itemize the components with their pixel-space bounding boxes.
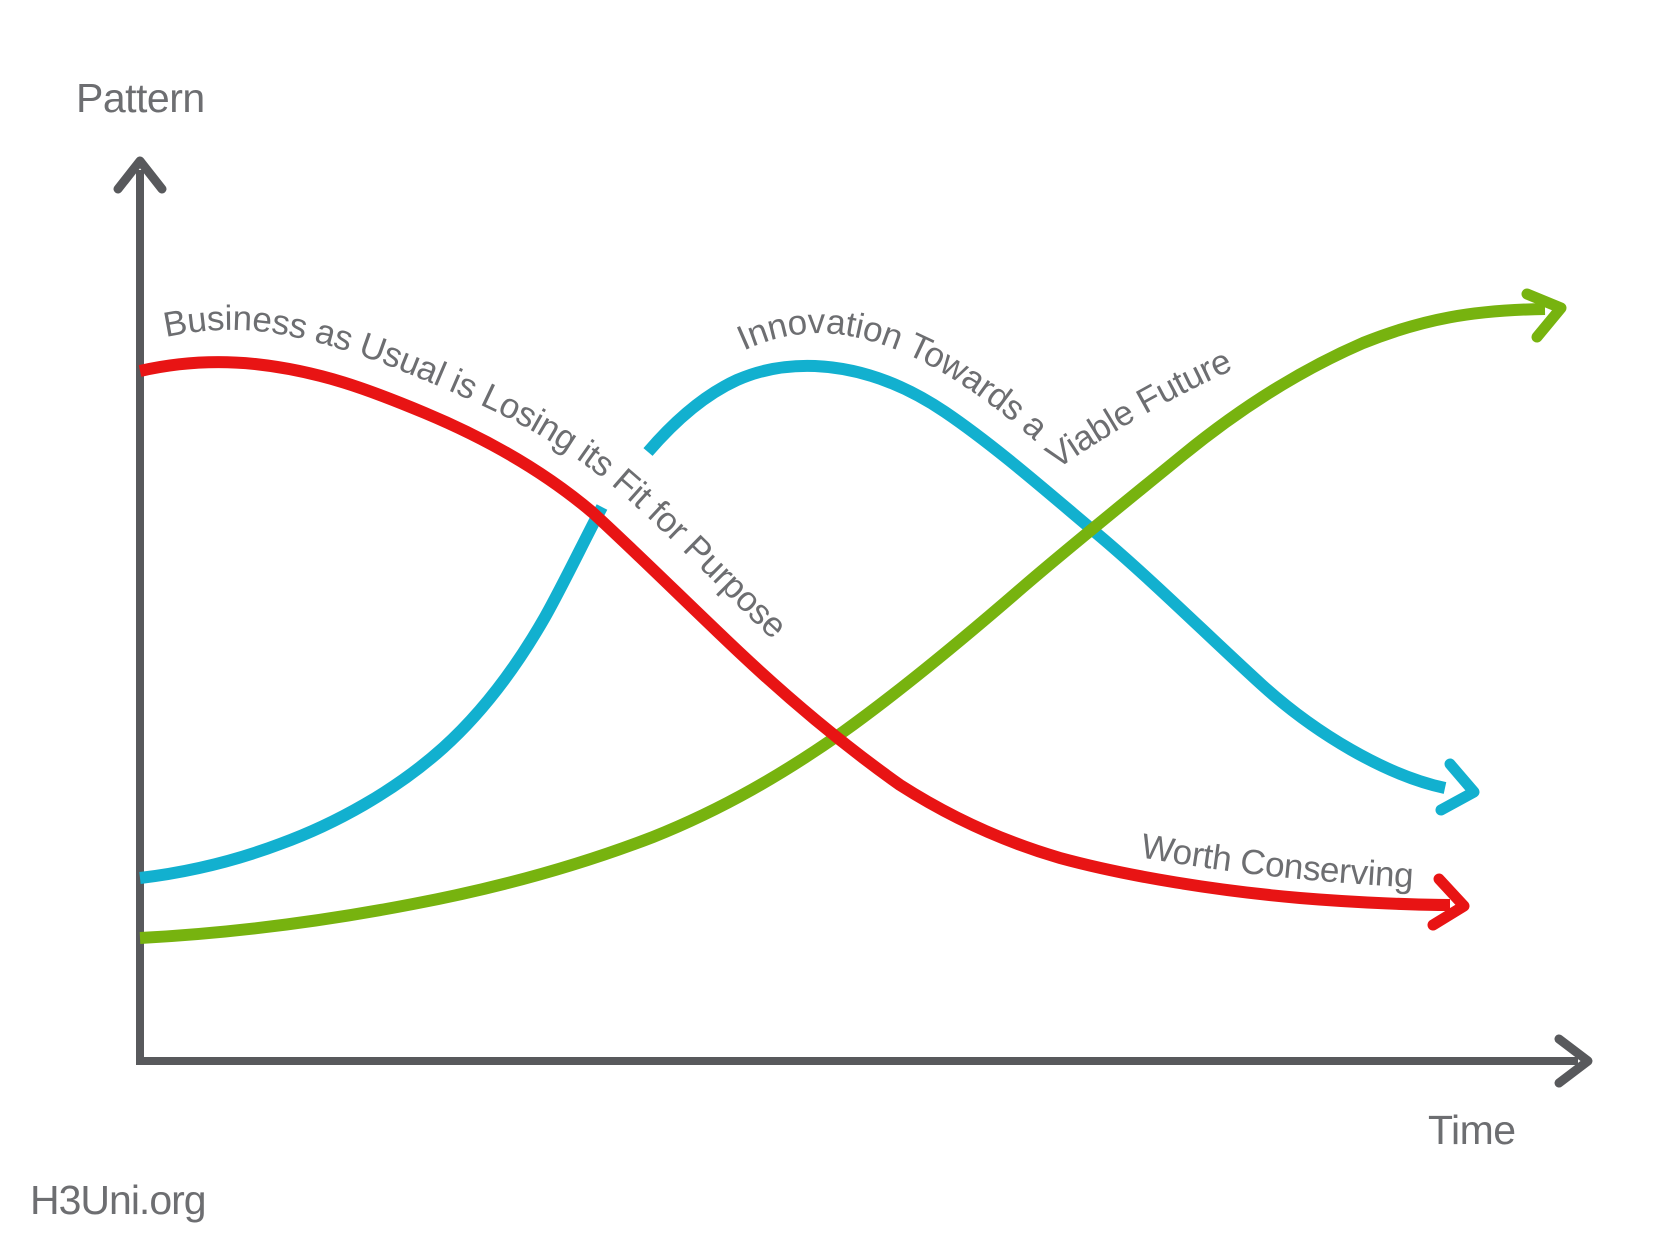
h1-curve-arrowhead-icon [1427,873,1470,931]
h3-curve-arrowhead-icon [1521,288,1567,343]
h1-curve-label: Business as Usual is Losing its Fit for … [160,299,794,646]
h2-innovation-curve-left-segment [139,504,608,884]
x-axis-label: Time [1428,1107,1516,1153]
h3-viable-future-curve [139,303,1546,944]
h2-innovation-curve-right-segment [643,359,1447,794]
x-axis-arrowhead-icon [1554,1034,1593,1088]
h2-curve-label: Innovation Towards a [731,302,1055,448]
h3-curve-label: Viable Future [1039,341,1237,476]
h2-curve-arrowhead-icon [1435,758,1480,816]
h1-business-as-usual-curve [138,356,1451,911]
axes-lines [136,170,1578,1065]
watermark: H3Uni.org [30,1177,206,1223]
y-axis-label: Pattern [76,75,205,121]
y-axis-arrowhead-icon [113,156,167,194]
